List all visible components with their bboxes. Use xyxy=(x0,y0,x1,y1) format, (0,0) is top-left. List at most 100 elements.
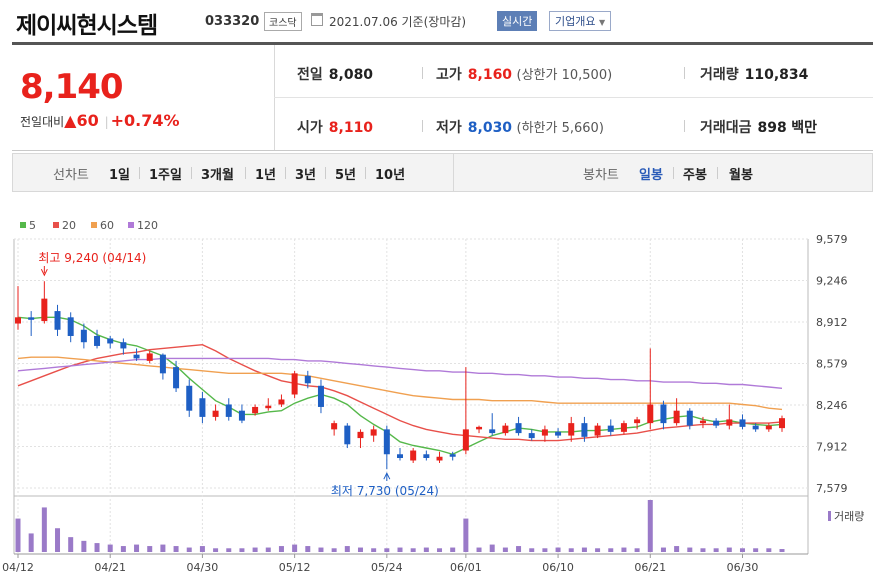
candle-body xyxy=(568,423,575,436)
candle-body xyxy=(739,419,746,427)
volume-bar xyxy=(779,549,785,552)
period-1d[interactable]: 1일 xyxy=(109,168,131,183)
volume-bar xyxy=(542,548,548,552)
volume-bar xyxy=(357,547,363,552)
volume-bar xyxy=(384,548,390,552)
prev-close: 전일 8,080 xyxy=(297,67,374,83)
candle-body xyxy=(28,317,35,320)
legend-swatch xyxy=(53,222,59,228)
volume-bar xyxy=(674,546,680,552)
candle-body xyxy=(528,433,535,439)
candle-body xyxy=(80,329,87,343)
market-badge: 코스닥 xyxy=(264,12,302,31)
volume-bar xyxy=(94,543,100,552)
volume-bar xyxy=(331,548,337,552)
candle-body xyxy=(647,404,654,424)
volume-bar xyxy=(700,548,706,552)
ma5-line xyxy=(17,316,783,456)
volume-bar xyxy=(186,547,192,552)
candle-body xyxy=(225,404,232,417)
period-3y[interactable]: 3년 xyxy=(295,168,317,183)
volume-bar xyxy=(766,548,772,552)
volume-bar xyxy=(213,548,219,552)
candle-daily[interactable]: 일봉 xyxy=(639,168,663,183)
volume-bar xyxy=(529,548,535,552)
candle-body xyxy=(515,423,522,434)
candle-weekly[interactable]: 주봉 xyxy=(683,168,707,183)
volume-bar xyxy=(252,547,258,552)
candle-body xyxy=(476,426,483,430)
y-tick-label: 9,579 xyxy=(816,233,848,246)
realtime-button[interactable]: 실시간 xyxy=(497,11,538,31)
candle-body xyxy=(107,338,114,344)
legend-swatch xyxy=(91,222,97,228)
legend-swatch xyxy=(128,222,134,228)
ma60-line xyxy=(17,356,783,411)
volume-bar xyxy=(265,547,271,552)
period-3m[interactable]: 3개월 xyxy=(201,168,234,183)
candle-body xyxy=(67,317,74,336)
volume-bar xyxy=(687,547,693,552)
candle-body xyxy=(713,420,720,426)
volume-bar xyxy=(581,547,587,552)
period-1w[interactable]: 1주일 xyxy=(149,168,182,183)
period-1y[interactable]: 1년 xyxy=(255,168,277,183)
calendar-icon xyxy=(311,13,323,26)
candle-body xyxy=(383,429,390,455)
legend-label: 5 xyxy=(29,219,36,232)
ma120-line xyxy=(17,357,783,389)
candle-body xyxy=(212,410,219,417)
x-tick-label: 04/12 xyxy=(2,561,34,574)
x-tick-label: 06/10 xyxy=(542,561,574,574)
candle-body xyxy=(410,450,417,461)
candle-body xyxy=(331,423,338,430)
volume-bar xyxy=(81,540,87,552)
volume-bar xyxy=(660,547,666,552)
y-tick-label: 7,579 xyxy=(816,482,848,495)
low-price: 저가 8,030 (하한가 5,660) xyxy=(436,120,604,136)
volume-bar xyxy=(647,500,653,552)
candle-body xyxy=(186,385,193,411)
open-price: 시가 8,110 xyxy=(297,120,374,136)
volume-bar xyxy=(371,548,377,552)
volume-bar xyxy=(15,518,21,552)
volume-bar xyxy=(318,547,324,552)
volume-bar xyxy=(292,544,298,552)
candle-body xyxy=(686,410,693,426)
line-chart-label: 선차트 xyxy=(53,168,89,183)
period-5y[interactable]: 5년 xyxy=(335,168,357,183)
x-tick-label: 06/01 xyxy=(450,561,482,574)
volume-bar xyxy=(344,546,350,552)
current-price: 8,140 xyxy=(20,67,124,107)
change-percent: +0.74% xyxy=(110,111,180,130)
quote-date: 2021.07.06 기준(장마감) xyxy=(329,15,467,29)
legend-swatch xyxy=(20,222,26,228)
candle-body xyxy=(317,385,324,407)
volume-bar xyxy=(28,533,34,552)
candle-body xyxy=(660,404,667,424)
candle-monthly[interactable]: 월봉 xyxy=(729,168,753,183)
cell-divider xyxy=(422,120,423,132)
x-tick-label: 05/24 xyxy=(371,561,403,574)
candle-body xyxy=(449,454,456,457)
candle-body xyxy=(607,425,614,432)
volume-bar xyxy=(726,547,732,552)
volume-bar xyxy=(239,548,245,552)
corp-overview-button[interactable]: 기업개요 ▼ xyxy=(549,11,612,31)
candle-body xyxy=(620,423,627,432)
max-arrow-head xyxy=(40,268,48,277)
x-tick-label: 06/21 xyxy=(634,561,666,574)
max-price-annotation: 최고 9,240 (04/14) xyxy=(38,251,146,265)
volume-bar xyxy=(753,548,759,552)
candle-body xyxy=(436,456,443,461)
volume-legend-swatch xyxy=(828,511,831,521)
candle-body xyxy=(344,425,351,445)
volume-bar xyxy=(68,537,74,552)
candle-body xyxy=(699,420,706,424)
candle-body xyxy=(146,353,153,361)
volume-bar xyxy=(713,548,719,552)
period-10y[interactable]: 10년 xyxy=(375,168,406,183)
y-tick-label: 8,912 xyxy=(816,316,848,329)
min-price-annotation: 최저 7,730 (05/24) xyxy=(331,484,439,498)
trade-amount: 거래대금 898 백만 xyxy=(700,120,817,136)
